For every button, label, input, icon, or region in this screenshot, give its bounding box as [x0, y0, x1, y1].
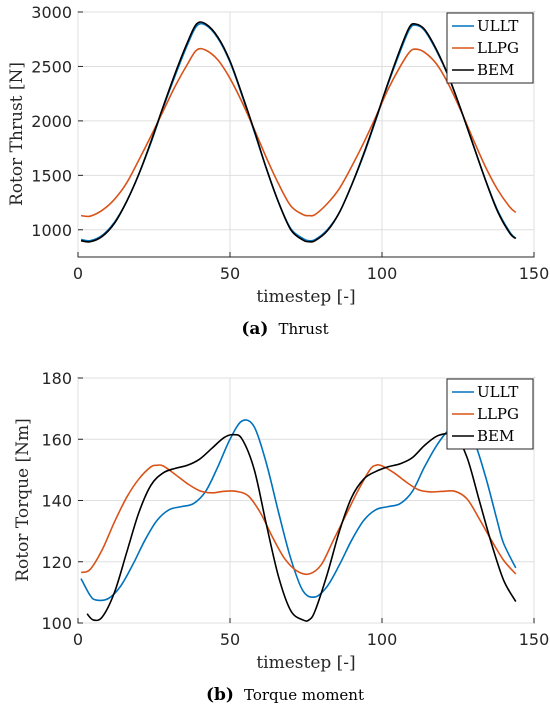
torque-y-tick-label: 100 [41, 614, 72, 633]
thrust-caption: (a) Thrust [241, 319, 328, 339]
thrust-x-ticks: 0 50 100 150 [73, 252, 549, 283]
torque-x-tick-label: 50 [220, 630, 240, 649]
thrust-legend: ULLT LLPG BEM [446, 12, 534, 84]
torque-x-ticks: 0 50 100 150 [73, 618, 549, 649]
torque-y-tick-label: 160 [41, 430, 72, 449]
thrust-legend-bem-label: BEM [477, 61, 514, 79]
torque-y-tick-label: 180 [41, 369, 72, 388]
thrust-x-tick-label: 150 [519, 264, 550, 283]
torque-x-tick-label: 100 [367, 630, 398, 649]
torque-grid [77, 377, 535, 624]
thrust-y-ticks: 1000 1500 2000 2500 3000 [31, 3, 83, 240]
thrust-grid [77, 11, 535, 257]
thrust-x-tick-label: 50 [220, 264, 240, 283]
thrust-y-tick-label: 2500 [31, 57, 72, 76]
thrust-y-axis-label: Rotor Thrust [N] [7, 62, 27, 206]
torque-legend-bem-label: BEM [477, 427, 514, 445]
torque-series-bem-line [86, 430, 517, 622]
thrust-y-tick-label: 3000 [31, 3, 72, 22]
thrust-legend-ullt-label: ULLT [477, 17, 518, 35]
torque-caption-text: Torque moment [244, 686, 364, 704]
torque-y-axis-label: Rotor Torque [Nm] [13, 418, 33, 582]
thrust-y-tick-label: 1000 [31, 221, 72, 240]
torque-legend-llpg-label: LLPG [477, 405, 519, 423]
thrust-chart: 0 50 100 150 1000 1500 2000 2500 3000 timestep … [7, 3, 549, 339]
torque-y-ticks: 100 120 140 160 180 [41, 369, 83, 633]
thrust-caption-text: Thrust [278, 320, 328, 338]
thrust-x-tick-label: 0 [73, 264, 83, 283]
torque-x-axis-label: timestep [-] [256, 653, 355, 673]
torque-y-tick-label: 120 [41, 553, 72, 572]
thrust-y-tick-label: 2000 [31, 112, 72, 131]
torque-series-llpg-line [80, 464, 517, 576]
torque-caption: (b) Torque moment [206, 685, 364, 705]
thrust-x-tick-label: 100 [367, 264, 398, 283]
torque-x-tick-label: 150 [519, 630, 550, 649]
torque-caption-letter: (b) [206, 685, 234, 705]
torque-legend-ullt-label: ULLT [477, 383, 518, 401]
thrust-caption-letter: (a) [241, 319, 268, 339]
torque-x-tick-label: 0 [73, 630, 83, 649]
thrust-series-group [80, 21, 517, 243]
thrust-series-bem-line [80, 21, 517, 243]
torque-legend: ULLT LLPG BEM [446, 378, 534, 450]
thrust-y-tick-label: 1500 [31, 166, 72, 185]
torque-y-tick-label: 140 [41, 492, 72, 511]
torque-chart: 0 50 100 150 100 120 140 160 180 timestep [-] R… [13, 369, 549, 705]
thrust-legend-llpg-label: LLPG [477, 39, 519, 57]
thrust-x-axis-label: timestep [-] [256, 287, 355, 307]
